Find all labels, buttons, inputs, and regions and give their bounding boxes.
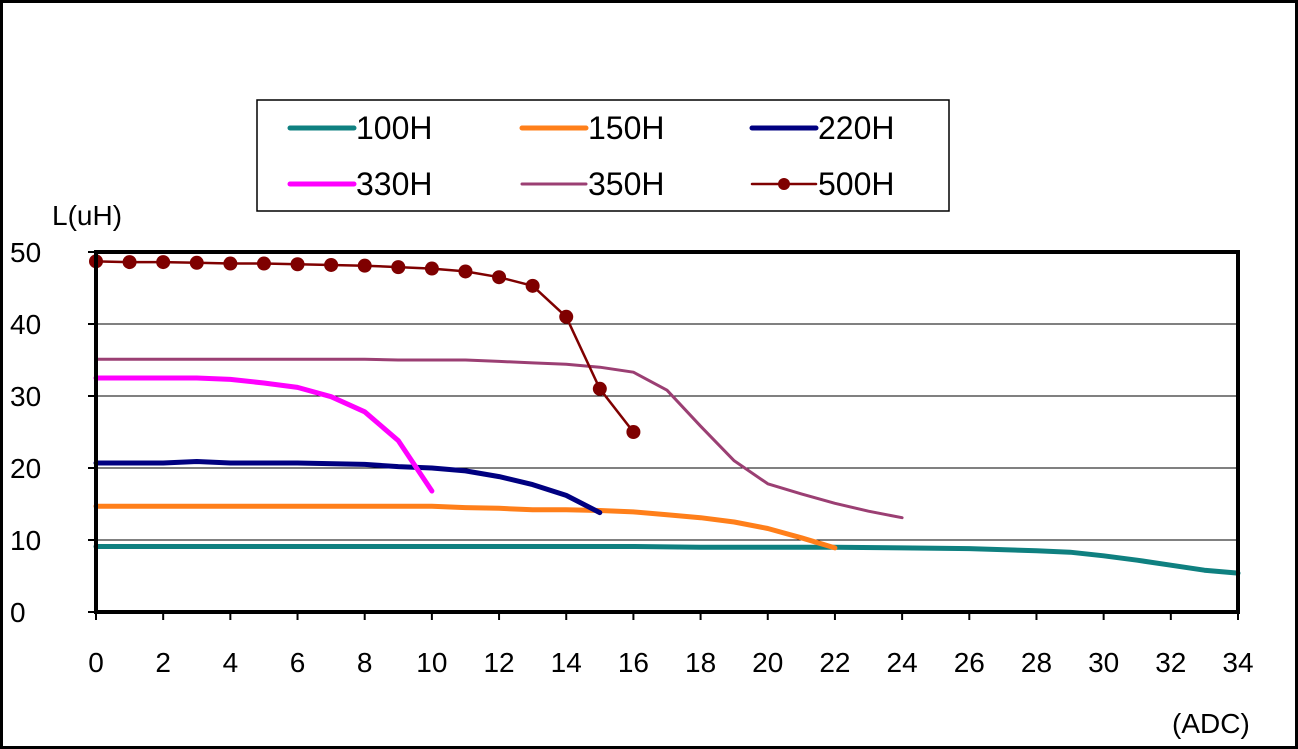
data-point: [256, 256, 271, 271]
legend-label: 220H: [818, 110, 895, 146]
y-tick-label: 30: [10, 381, 41, 412]
x-tick-label: 10: [416, 647, 447, 678]
series-330H: [93, 375, 435, 494]
data-point: [492, 270, 507, 285]
legend-item-100H: 100H: [287, 110, 433, 146]
legend-label: 330H: [356, 166, 433, 202]
legend-label: 150H: [588, 110, 665, 146]
legend: 100H 150H 220H 330H 350H 500H: [256, 99, 950, 212]
y-tick-label: 10: [10, 525, 41, 556]
y-tick-label: 50: [10, 237, 41, 268]
plot-area: [96, 252, 1238, 612]
x-tick-label: 22: [819, 647, 850, 678]
x-tick-label: 12: [483, 647, 514, 678]
legend-label: 350H: [588, 166, 665, 202]
x-tick-label: 14: [551, 647, 582, 678]
data-point: [223, 256, 238, 271]
y-axis-tick-labels: 0 10 20 30 40 50: [10, 237, 96, 628]
data-point: [592, 381, 607, 396]
series-line: [93, 459, 603, 516]
data-point: [458, 264, 473, 279]
x-tick-label: 16: [618, 647, 649, 678]
data-point: [324, 257, 339, 272]
data-point: [525, 278, 540, 293]
legend-item-500H: 500H: [750, 166, 895, 202]
x-tick-label: 2: [155, 647, 171, 678]
data-point: [122, 255, 137, 270]
y-axis-label: L(uH): [52, 200, 122, 231]
legend-item-220H: 220H: [749, 110, 895, 146]
y-tick-label: 20: [10, 453, 41, 484]
series-line: [94, 357, 904, 520]
x-tick-label: 4: [223, 647, 239, 678]
legend-item-150H: 150H: [519, 110, 665, 146]
plot-border: [94, 250, 1240, 614]
x-axis-label: (ADC): [1172, 708, 1250, 739]
y-tick-label: 0: [10, 597, 26, 628]
y-tick-label: 40: [10, 309, 41, 340]
data-point: [559, 309, 574, 324]
data-point: [357, 258, 372, 273]
data-point: [290, 257, 305, 272]
x-tick-label: 28: [1021, 647, 1052, 678]
x-tick-label: 18: [685, 647, 716, 678]
series-150H: [93, 503, 838, 551]
series-220H: [93, 459, 603, 516]
series-line: [93, 503, 838, 551]
x-axis-tick-labels: 0 2 4 6 8 10 12 14 16 18 20 22 24 26 28 30 32 34: [88, 612, 1254, 678]
x-tick-label: 6: [290, 647, 306, 678]
data-point: [391, 260, 406, 275]
data-point: [189, 255, 204, 270]
x-tick-label: 8: [357, 647, 373, 678]
x-tick-label: 30: [1088, 647, 1119, 678]
series-line: [93, 375, 435, 494]
x-tick-label: 34: [1222, 647, 1253, 678]
legend-label: 100H: [356, 110, 433, 146]
legend-box: [256, 99, 950, 212]
series-500H: [89, 254, 641, 439]
x-tick-label: 26: [954, 647, 985, 678]
series-100H: [93, 544, 1241, 576]
x-tick-label: 32: [1155, 647, 1186, 678]
legend-item-350H: 350H: [520, 166, 665, 202]
x-tick-label: 0: [88, 647, 104, 678]
legend-label: 500H: [818, 166, 895, 202]
data-point: [424, 261, 439, 276]
legend-marker: [778, 178, 790, 190]
series-350H: [94, 357, 904, 520]
legend-item-330H: 330H: [287, 166, 433, 202]
data-point: [156, 255, 171, 270]
x-tick-label: 24: [887, 647, 918, 678]
x-tick-label: 20: [752, 647, 783, 678]
series-layer: [89, 254, 1241, 576]
data-point: [626, 425, 641, 439]
series-line: [93, 544, 1241, 576]
plot-background: [96, 252, 1238, 612]
gridlines: [96, 323, 1238, 541]
